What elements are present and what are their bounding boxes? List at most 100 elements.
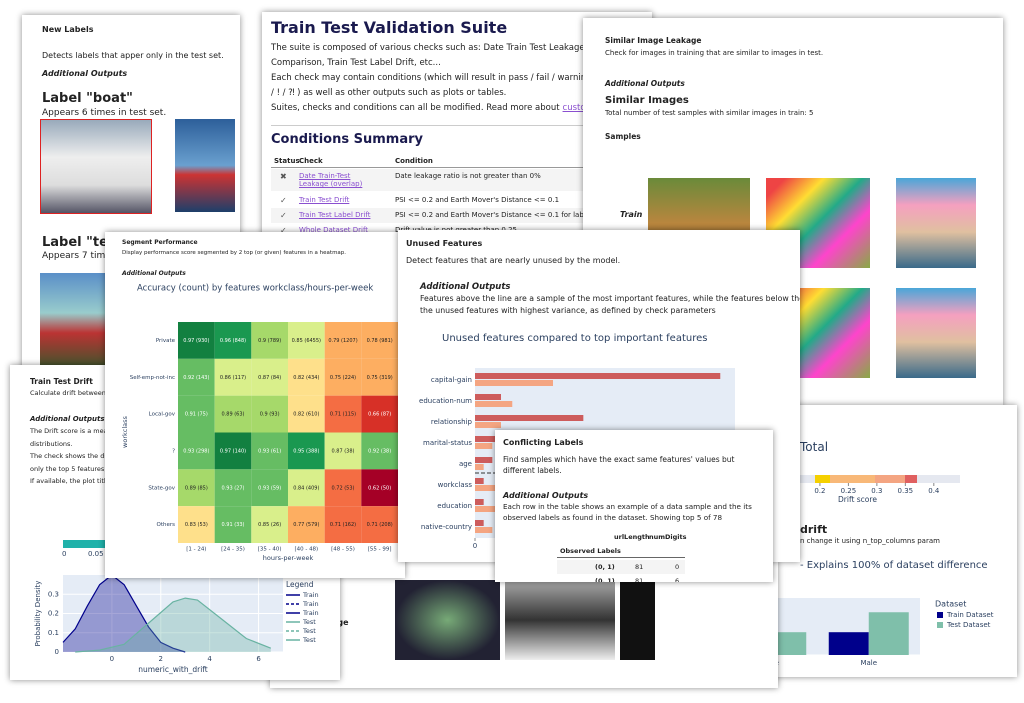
legend-title: Legend (286, 580, 314, 589)
score-bar (875, 475, 905, 483)
image (175, 119, 235, 212)
index-header: Observed Labels (560, 547, 621, 555)
cell-label: 0.95 (388) (293, 448, 319, 454)
row-bg (557, 560, 685, 574)
text-line: Each row in the table shows an example o… (503, 502, 752, 511)
image (896, 288, 976, 378)
cell-label: 0.87 (38) (332, 448, 355, 454)
bar (475, 394, 501, 400)
cell-label: 0.85 (26) (258, 522, 281, 528)
note: n change it using n_top_columns param (800, 537, 940, 545)
description: Find samples which have the exact same f… (503, 455, 735, 464)
cell-label: 0.93 (61) (258, 448, 281, 454)
heatmap-cell (288, 395, 325, 433)
tick-label: 0.2 (814, 487, 825, 495)
bar (475, 527, 493, 533)
cell-label: 0.77 (579) (293, 522, 319, 528)
check-link[interactable]: Train Test Drift (299, 196, 350, 204)
heatmap-cell (178, 322, 215, 359)
column-label: [40 - 48) (294, 547, 318, 553)
bar (475, 499, 484, 505)
title: New Labels (42, 25, 94, 34)
outputs-heading: Additional Outputs (42, 69, 128, 78)
bar (475, 506, 501, 512)
cell-label: 0.66 (87) (368, 412, 391, 418)
column-header: numDigits (649, 533, 687, 541)
cell-label: 0.84 (409) (293, 485, 319, 491)
check-link[interactable]: Train Test Label Drift (299, 211, 371, 219)
heatmap-cell (324, 469, 362, 507)
column-label: [1 - 24) (186, 547, 206, 553)
section-title: Conditions Summary (271, 132, 423, 147)
heatmap-cell (214, 432, 252, 470)
cell-label: 0.89 (63) (222, 412, 245, 418)
heatmap-cell (361, 358, 398, 396)
column-label: [35 - 40) (258, 547, 282, 553)
column-header: urlLength (614, 533, 650, 541)
heatmap-cell (178, 358, 215, 396)
heatmap-cell (251, 395, 288, 433)
row-label: Private (156, 338, 176, 344)
y-tick-label: 0.2 (48, 610, 59, 618)
check-link[interactable]: Date Train-Test Leakage (overlap) (299, 172, 363, 188)
cell-label: 0.9 (93) (260, 412, 280, 418)
segment-performance-panel: Segment Performance Display performance s… (105, 232, 405, 578)
cell-label: 0.91 (33) (222, 522, 245, 528)
cell-label: 0.75 (224) (330, 375, 356, 381)
caption: age (332, 618, 349, 627)
y-axis-label: Probability Density (34, 581, 42, 647)
column-label: [24 - 35) (221, 547, 245, 553)
heatmap-cell (214, 395, 252, 433)
chart-title: - Explains 100% of dataset difference (800, 560, 988, 571)
divider (271, 167, 643, 168)
outputs-heading: Additional Outputs (30, 415, 105, 423)
bar (475, 485, 510, 491)
heatmap-cell (288, 432, 325, 470)
check-link[interactable]: Whole Dataset Drift (299, 226, 369, 234)
cell: (0, 1) (595, 577, 615, 582)
image (896, 178, 976, 268)
cell-label: 0.93 (298) (183, 448, 209, 454)
heatmap-cell (288, 469, 325, 507)
bar (868, 612, 909, 655)
tick-label: 0.3 (871, 487, 882, 495)
detail-line: distributions. (30, 439, 73, 448)
column-header: Status (274, 157, 300, 165)
label-count: Appears 7 times in (42, 251, 127, 261)
cell-label: 0.93 (59) (258, 485, 281, 491)
column-label: [55 - 99] (368, 547, 392, 553)
text-line: observed labels as found in the dataset.… (503, 513, 723, 522)
text-line: the unused features with highest varianc… (420, 306, 716, 315)
cell-label: 0.62 (50) (368, 485, 391, 491)
legend-label: Test Dataset (946, 621, 991, 629)
cell-label: 0.87 (84) (258, 375, 281, 381)
status-icon: ✖ (280, 172, 287, 181)
description: Calculate drift between train (30, 389, 124, 397)
chart: Accuracy (count) by features workclass/h… (121, 284, 398, 562)
y-tick-label: age (459, 460, 472, 468)
legend-label: Test (302, 627, 316, 635)
paragraph-line: The suite is composed of various checks … (271, 43, 652, 53)
heatmap-cell (251, 506, 288, 543)
detail-line: The check shows the drift sc (30, 452, 123, 460)
tick-label: 0.35 (898, 487, 914, 495)
paragraph-line: / ! / ⁈ ) as well as other outputs such … (271, 88, 507, 98)
heatmap-cell (251, 432, 288, 470)
cell-label: 0.71 (208) (367, 522, 393, 528)
x-tick-label: 4 (207, 655, 212, 663)
subtitle: Similar Images (605, 95, 689, 106)
x-tick-label: 0 (110, 655, 114, 663)
y-tick-label: 0.3 (48, 590, 59, 598)
legend-label: Train (302, 591, 319, 599)
legend-label: Test (302, 636, 316, 644)
detail-line: only the top 5 features, acc (30, 464, 120, 473)
y-tick-label: workclass (438, 481, 473, 489)
status-icon: ✓ (280, 226, 287, 235)
cell-label: 0.97 (140) (220, 448, 246, 454)
paragraph-text: Suites, checks and conditions can all be… (271, 103, 560, 113)
image (505, 580, 615, 660)
cell-label: 0.75 (319) (367, 375, 393, 381)
row-label: Others (157, 522, 176, 528)
cell-label: 0.85 (6455) (292, 338, 321, 344)
x-tick-label: 2 (159, 655, 163, 663)
